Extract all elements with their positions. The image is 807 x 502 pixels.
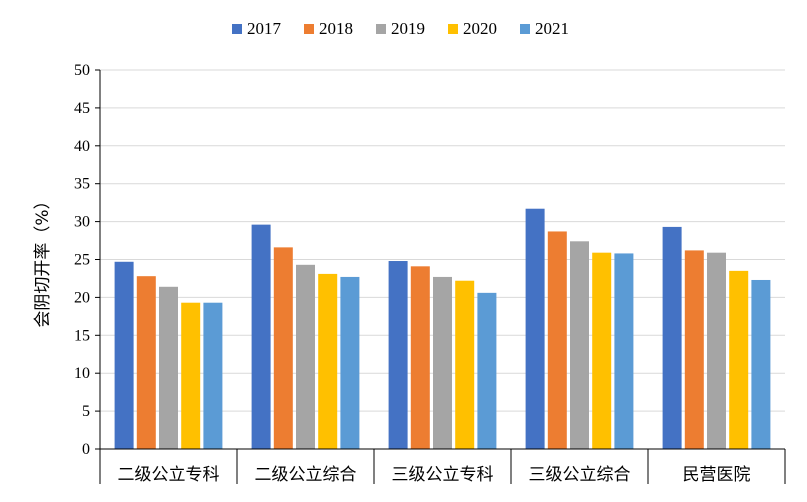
legend-swatch-2017	[232, 24, 242, 34]
x-category-label: 三级公立专科	[392, 465, 494, 485]
legend-swatch-2020	[448, 24, 458, 34]
bar-2021	[751, 279, 771, 449]
legend-swatch-2019	[376, 24, 386, 34]
bars	[114, 208, 771, 449]
bar-2017	[525, 208, 545, 449]
bar-2021	[203, 302, 223, 449]
bar-2018	[136, 276, 156, 449]
y-tick-label: 10	[74, 365, 90, 382]
bar-2018	[273, 247, 293, 449]
bar-2017	[662, 226, 682, 449]
bar-2021	[614, 253, 634, 449]
bar-2018	[684, 250, 704, 449]
y-tick-label: 15	[74, 327, 90, 344]
y-axis-label: 会阴切开率（%）	[33, 192, 53, 327]
x-axis: 二级公立专科 二级公立综合 三级公立专科 三级公立综合 民营医院	[99, 448, 786, 485]
legend-label: 2019	[391, 19, 425, 38]
bar-2020	[455, 280, 475, 449]
bar-2018	[410, 266, 430, 449]
legend-label: 2018	[319, 19, 353, 38]
bar-2017	[251, 224, 271, 449]
bar-2019	[296, 264, 315, 449]
bar-2021	[477, 292, 497, 449]
x-category-label: 二级公立综合	[255, 465, 357, 485]
bar-2019	[570, 241, 589, 449]
bar-2020	[318, 273, 338, 449]
legend: 2017 2018 2019 2020 2021	[232, 19, 569, 38]
y-tick-label: 0	[82, 441, 90, 458]
x-category-label: 民营医院	[683, 465, 751, 485]
bar-2019	[159, 286, 178, 449]
legend-label: 2017	[247, 19, 282, 38]
bar-2019	[707, 252, 726, 449]
x-category-label: 三级公立综合	[529, 465, 631, 485]
bar-2020	[592, 252, 612, 449]
legend-swatch-2018	[304, 24, 314, 34]
y-tick-label: 50	[74, 62, 90, 79]
y-tick-label: 25	[74, 252, 90, 269]
y-axis: 0 5 10 15 20 25 30 35 40 45 50	[74, 62, 101, 458]
y-tick-label: 5	[82, 403, 90, 420]
y-tick-label: 35	[74, 176, 90, 193]
bar-2017	[114, 261, 134, 449]
bar-2020	[181, 302, 201, 449]
bar-2021	[340, 276, 360, 449]
legend-swatch-2021	[520, 24, 530, 34]
legend-label: 2021	[535, 19, 569, 38]
y-tick-label: 45	[74, 100, 90, 117]
bar-2017	[388, 261, 408, 449]
x-category-label: 二级公立专科	[118, 465, 220, 485]
y-tick-label: 40	[74, 138, 90, 155]
y-tick-label: 20	[74, 289, 90, 306]
legend-label: 2020	[463, 19, 497, 38]
bar-2020	[729, 270, 749, 449]
bar-2018	[547, 231, 567, 449]
bar-2019	[433, 276, 452, 449]
y-tick-label: 30	[74, 214, 90, 231]
